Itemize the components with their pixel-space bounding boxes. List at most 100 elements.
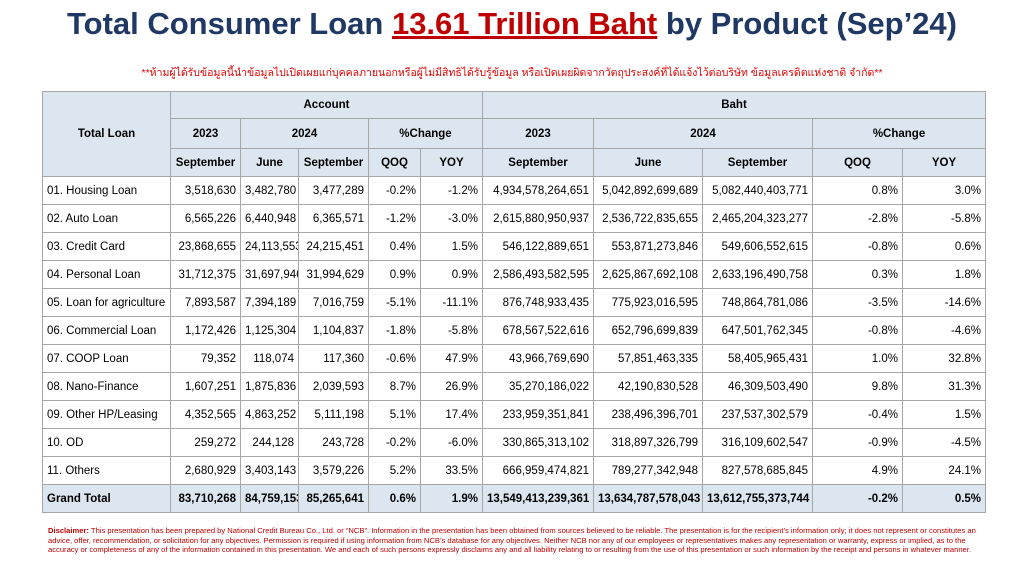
table-cell: 748,864,781,086 <box>702 288 813 317</box>
row-label: 10. OD <box>42 428 171 457</box>
table-cell: -0.2% <box>368 176 421 205</box>
table-cell: 238,496,396,701 <box>593 400 703 429</box>
header-cell: %Change <box>811 118 987 149</box>
header-cell: June <box>593 148 703 177</box>
table-cell: 0.9% <box>420 260 483 289</box>
table-cell: 4.9% <box>812 456 903 485</box>
disclaimer-text: This presentation has been prepared by N… <box>48 526 976 554</box>
table-cell: 6,565,226 <box>170 204 241 233</box>
row-label: 03. Credit Card <box>42 232 171 261</box>
row-label: 07. COOP Loan <box>42 344 171 373</box>
table-cell: -0.4% <box>812 400 903 429</box>
table-cell: 24,215,451 <box>298 232 369 261</box>
table-cell: 5,082,440,403,771 <box>702 176 813 205</box>
table-cell: -2.8% <box>812 204 903 233</box>
table-cell: 2,039,593 <box>298 372 369 401</box>
table-cell: -5.8% <box>901 204 987 233</box>
table-cell: 31,994,629 <box>298 260 369 289</box>
table-cell: 6,440,948 <box>240 204 299 233</box>
disclaimer: Disclaimer: This presentation has been p… <box>48 526 980 555</box>
table-cell: 316,109,602,547 <box>702 428 813 457</box>
table-cell: 13,549,413,239,361 <box>482 484 594 513</box>
table-cell: 32.8% <box>901 344 987 373</box>
table-cell: 2,615,880,950,937 <box>482 204 594 233</box>
table-cell: 546,122,889,651 <box>482 232 594 261</box>
table-cell: 1.0% <box>812 344 903 373</box>
header-cell: 2023 <box>482 118 594 149</box>
table-row: 02. Auto Loan 6,565,226 6,440,948 6,365,571… <box>42 204 987 233</box>
table-cell: 5.1% <box>368 400 421 429</box>
table-cell: 46,309,503,490 <box>702 372 813 401</box>
table-cell: 2,633,196,490,758 <box>702 260 813 289</box>
table-row: 07. COOP Loan 79,352 118,074 117,360 -0.6% 47… <box>42 344 987 373</box>
table-cell: -1.2% <box>420 176 483 205</box>
table-cell: 1,875,836 <box>240 372 299 401</box>
table-cell: 259,272 <box>170 428 241 457</box>
table-cell: -5.1% <box>368 288 421 317</box>
table-cell: 1.5% <box>420 232 483 261</box>
row-label: 09. Other HP/Leasing <box>42 400 171 429</box>
table-cell: 647,501,762,345 <box>702 316 813 345</box>
table-cell: -4.6% <box>901 316 987 345</box>
table-cell: 31.3% <box>901 372 987 401</box>
table-row: 10. OD 259,272 244,128 243,728 -0.2% -6.0% 330… <box>42 428 987 457</box>
row-label: Grand Total <box>42 484 171 513</box>
table-cell: 4,352,565 <box>170 400 241 429</box>
table-cell: -11.1% <box>420 288 483 317</box>
table-cell: 1,125,304 <box>240 316 299 345</box>
table-cell: 7,016,759 <box>298 288 369 317</box>
table-cell: 117,360 <box>298 344 369 373</box>
table-cell: 83,710,268 <box>170 484 241 513</box>
row-label: 08. Nano-Finance <box>42 372 171 401</box>
table-cell: 24,113,553 <box>240 232 299 261</box>
table-cell: 1,104,837 <box>298 316 369 345</box>
table-cell: 0.4% <box>368 232 421 261</box>
loan-table: Total Loan Account Baht 2023 2024 %Chang… <box>42 91 987 513</box>
table-row: 08. Nano-Finance 1,607,251 1,875,836 2,039,… <box>42 372 987 401</box>
table-cell: 58,405,965,431 <box>702 344 813 373</box>
table-cell: 5,111,198 <box>298 400 369 429</box>
table-cell: 0.6% <box>368 484 421 513</box>
table-cell: 666,959,474,821 <box>482 456 594 485</box>
table-cell: 0.9% <box>368 260 421 289</box>
table-cell: 4,934,578,264,651 <box>482 176 594 205</box>
notice: **ห้ามผู้ได้รับข้อมูลนี้นำข้อมูลไปเปิดเผ… <box>141 67 883 79</box>
table-cell: 2,625,867,692,108 <box>593 260 703 289</box>
table-cell: 13,634,787,578,043 <box>593 484 703 513</box>
header-cell: Baht <box>481 91 987 119</box>
table-cell: 775,923,016,595 <box>593 288 703 317</box>
table-cell: 31,697,946 <box>240 260 299 289</box>
table-cell: -0.2% <box>812 484 903 513</box>
table-cell: 244,128 <box>240 428 299 457</box>
table-row: 06. Commercial Loan 1,172,426 1,125,304 1,1… <box>42 316 987 345</box>
table-header: Total Loan Account Baht 2023 2024 %Chang… <box>42 91 987 177</box>
table-row: 04. Personal Loan 31,712,375 31,697,946 31,… <box>42 260 987 289</box>
table-row: 05. Loan for agriculture 7,893,587 7,394,1… <box>42 288 987 317</box>
table-cell: 243,728 <box>298 428 369 457</box>
table-cell: -0.9% <box>812 428 903 457</box>
table-cell: -3.0% <box>420 204 483 233</box>
header-cell: QOQ <box>368 148 421 177</box>
table-cell: -1.2% <box>368 204 421 233</box>
table-cell: 43,966,769,690 <box>482 344 594 373</box>
table-cell: 85,265,641 <box>298 484 369 513</box>
header-cell: September <box>170 148 241 177</box>
table-cell: 1.9% <box>420 484 483 513</box>
table-cell: 2,586,493,582,595 <box>482 260 594 289</box>
header-cell: Total Loan <box>42 91 171 177</box>
table-row: Grand Total 83,710,268 84,759,153 85,265,64… <box>42 484 987 513</box>
table-cell: -4.5% <box>901 428 987 457</box>
table-row: 11. Others 2,680,929 3,403,143 3,579,226 5.2… <box>42 456 987 485</box>
table-cell: 3,403,143 <box>240 456 299 485</box>
table-row: 03. Credit Card 23,868,655 24,113,553 24,21… <box>42 232 987 261</box>
title-suffix: by Product (Sep’24) <box>657 6 957 41</box>
row-label: 11. Others <box>42 456 171 485</box>
table-cell: 23,868,655 <box>170 232 241 261</box>
table-cell: 0.6% <box>901 232 987 261</box>
header-cell: YOY <box>420 148 483 177</box>
table-row: 09. Other HP/Leasing 4,352,565 4,863,252 5,… <box>42 400 987 429</box>
table-cell: 0.5% <box>901 484 987 513</box>
table-cell: 3,579,226 <box>298 456 369 485</box>
header-cell: June <box>240 148 299 177</box>
table-cell: 678,567,522,616 <box>482 316 594 345</box>
